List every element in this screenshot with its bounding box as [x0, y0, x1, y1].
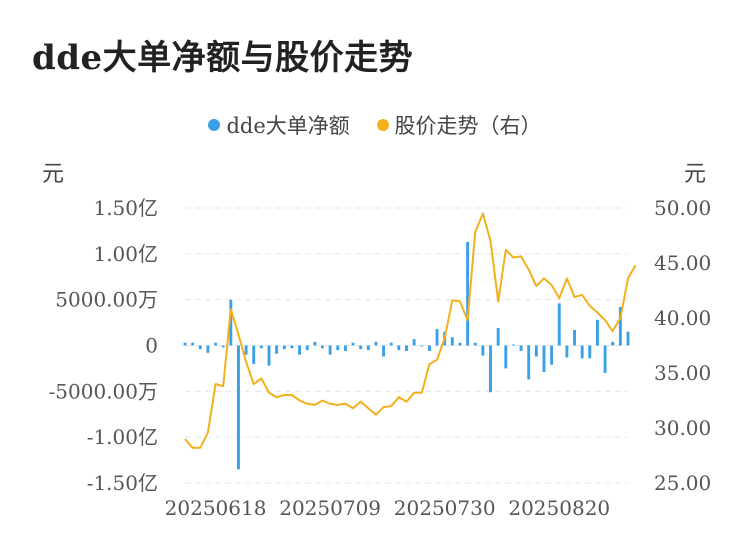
left-axis-unit: 元 [42, 162, 65, 187]
right-tick-label: 25.00 [654, 471, 711, 495]
right-tick-label: 35.00 [654, 361, 711, 385]
dde-bar [504, 345, 508, 369]
right-tick-label: 30.00 [654, 416, 711, 440]
legend-item-price[interactable]: 股价走势（右） [376, 110, 542, 140]
legend: dde大单净额 股价走势（右） [0, 110, 750, 140]
dde-bar [481, 345, 485, 356]
dde-bar [557, 303, 561, 346]
dde-bar [321, 345, 324, 349]
x-tick-label: 20250730 [394, 496, 496, 520]
dde-bar [573, 329, 576, 346]
dde-bar [198, 345, 202, 350]
x-tick-label: 20250820 [508, 496, 610, 520]
dde-bar [550, 345, 554, 365]
dde-bar [603, 345, 607, 373]
left-tick-label: 1.00亿 [93, 242, 158, 266]
left-tick-label: 1.50亿 [93, 196, 158, 220]
dde-bar [206, 345, 210, 353]
dde-bar [511, 344, 515, 346]
dde-bar [351, 342, 355, 346]
dde-bar [489, 345, 492, 393]
dde-bar [527, 345, 531, 380]
dde-bar [595, 319, 599, 346]
chart-title: dde大单净额与股价走势 [32, 38, 414, 78]
dde-bar [519, 345, 523, 351]
dde-bar [374, 341, 378, 346]
dde-bar [626, 331, 630, 346]
dde-bar [588, 345, 592, 359]
dde-bar [359, 345, 363, 350]
right-axis-unit: 元 [684, 162, 707, 187]
dde-bar [252, 345, 256, 364]
dde-bar [267, 345, 271, 366]
legend-item-dde[interactable]: dde大单净额 [208, 110, 350, 140]
dde-bar [336, 345, 340, 351]
left-tick-label: -1.50亿 [87, 471, 158, 495]
dde-bar [611, 341, 615, 346]
dde-bar [466, 241, 470, 346]
dde-bar [221, 345, 225, 348]
dde-bar [389, 342, 393, 346]
left-tick-label: -5000.00万 [49, 379, 158, 403]
dde-bar [542, 345, 546, 373]
dde-bar [214, 342, 218, 346]
right-tick-label: 50.00 [654, 196, 711, 220]
dde-bar [237, 345, 240, 470]
dde-bar [534, 345, 538, 357]
dde-bar [618, 307, 622, 346]
dde-bar [229, 299, 233, 346]
dde-bar [473, 342, 477, 346]
dde-bar [458, 342, 462, 346]
left-tick-label: 5000.00万 [55, 288, 158, 312]
right-tick-label: 45.00 [654, 251, 711, 275]
dde-bar [313, 341, 317, 346]
dde-bar [435, 329, 439, 346]
legend-label-price: 股价走势（右） [394, 114, 542, 138]
right-tick-label: 40.00 [654, 306, 711, 330]
dde-bar [420, 345, 424, 347]
price-line [184, 212, 637, 449]
dde-bar [305, 345, 309, 351]
dde-bar [275, 345, 279, 354]
dde-bar [259, 345, 263, 349]
dde-bar [282, 345, 286, 350]
left-tick-label: 0 [145, 334, 158, 358]
dde-bar [580, 345, 584, 359]
dde-bar [382, 345, 386, 357]
dde-bar [427, 345, 431, 351]
dde-bar [366, 345, 370, 351]
dde-bar [244, 345, 248, 355]
x-tick-label: 20250618 [165, 496, 267, 520]
dde-bar [397, 345, 401, 351]
dde-bar [298, 345, 302, 355]
dde-bar [496, 328, 500, 346]
legend-label-dde: dde大单净额 [226, 114, 350, 138]
dde-bar [183, 342, 187, 346]
legend-dot-dde-icon [208, 119, 221, 131]
dde-bar [343, 345, 347, 351]
left-tick-label: -1.00亿 [87, 425, 158, 449]
dde-bar [450, 337, 454, 346]
dde-bar [565, 345, 569, 358]
x-tick-label: 20250709 [279, 496, 381, 520]
dde-bar [191, 342, 195, 346]
dde-bar [328, 345, 332, 355]
dde-bar [290, 345, 294, 349]
dde-bar [412, 339, 416, 346]
legend-dot-price-icon [376, 119, 389, 131]
dde-bar [405, 345, 408, 351]
